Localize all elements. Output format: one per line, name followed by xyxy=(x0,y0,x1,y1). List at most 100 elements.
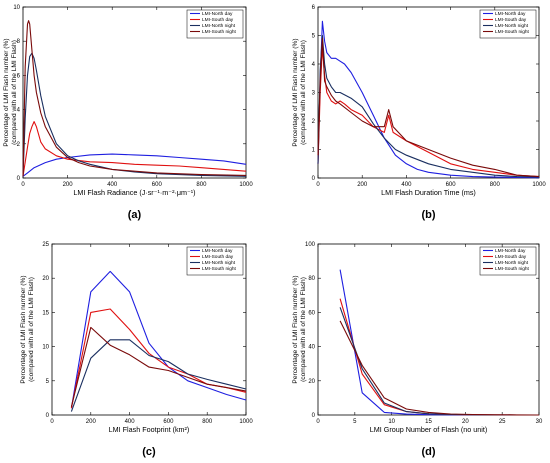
y-axis-label: Percentage of LMI Flash number (%) xyxy=(20,275,27,383)
chart-panel-3: 0 200 400 600 800 1000 0 5 10 15 20 25 LMI-North day… xyxy=(20,242,253,458)
x-tick-label: 25 xyxy=(499,419,506,425)
x-tick-label: 0 xyxy=(316,419,320,425)
x-axis-label: LMI Flash Radiance (J·sr⁻¹·m⁻²·μm⁻¹) xyxy=(73,188,195,197)
legend-label: LMI-North night xyxy=(495,260,529,266)
y-tick-label: 20 xyxy=(308,379,315,385)
panel-label: (a) xyxy=(128,209,142,221)
x-axis-label: LMI Flash Duration Time (ms) xyxy=(381,188,476,197)
y-tick-label: 4 xyxy=(17,108,21,114)
series-line-1 xyxy=(317,20,540,179)
y-tick-label: 80 xyxy=(308,276,315,282)
legend-box xyxy=(186,9,244,39)
legend-label: LMI-North night xyxy=(202,23,236,29)
y-axis-label: (compared with all of the LMI Flash) xyxy=(300,277,307,382)
x-tick-label: 1000 xyxy=(532,182,546,188)
panel-label: (b) xyxy=(421,209,435,221)
x-tick-label: 1000 xyxy=(239,182,253,188)
series-line-4 xyxy=(22,20,247,177)
legend-box xyxy=(479,9,537,39)
x-tick-label: 0 xyxy=(50,419,54,425)
legend-label: LMI-South night xyxy=(495,266,530,272)
series-line-4 xyxy=(339,320,540,416)
y-axis-label: Percentage of LMI Flash number (%) xyxy=(3,38,10,146)
x-tick-label: 200 xyxy=(357,182,368,188)
legend-label: LMI-South night xyxy=(495,29,530,35)
y-tick-label: 3 xyxy=(312,91,316,97)
legend-label: LMI-North day xyxy=(495,248,526,254)
series-line-3 xyxy=(22,52,247,177)
y-tick-label: 8 xyxy=(17,39,21,45)
legend-label: LMI-South day xyxy=(495,254,527,260)
y-axis-label: Percentage of LMI Flash number (%) xyxy=(292,275,299,383)
legend-label: LMI-South night xyxy=(202,266,237,272)
y-tick-label: 2 xyxy=(312,119,316,125)
legend-box xyxy=(186,246,244,276)
y-tick-label: 40 xyxy=(308,345,315,351)
y-tick-label: 5 xyxy=(312,34,316,40)
y-axis-label: (compared with all of the LMI Flash) xyxy=(28,277,35,382)
y-tick-label: 0 xyxy=(46,413,50,419)
x-axis-label: LMI Group Number of Flash (no unit) xyxy=(370,425,487,434)
x-tick-label: 400 xyxy=(107,182,118,188)
x-tick-label: 15 xyxy=(425,419,432,425)
legend-box xyxy=(479,246,537,276)
y-axis-label: (compared with all of the LMI Flash) xyxy=(300,40,307,145)
series-line-1 xyxy=(22,153,247,177)
series-line-3 xyxy=(70,339,247,412)
y-tick-label: 60 xyxy=(308,310,315,316)
y-axis-label: (compared with all of the LMI Flash) xyxy=(11,40,18,145)
x-tick-label: 5 xyxy=(353,419,357,425)
x-tick-label: 600 xyxy=(163,419,174,425)
y-axis-label: Percentage of LMI Flash number (%) xyxy=(292,38,299,146)
x-tick-label: 0 xyxy=(21,182,25,188)
y-tick-label: 6 xyxy=(312,5,316,11)
legend-label: LMI-North day xyxy=(202,248,233,254)
x-tick-label: 200 xyxy=(63,182,74,188)
x-tick-label: 400 xyxy=(125,419,136,425)
legend-label: LMI-South day xyxy=(495,17,527,23)
y-tick-label: 2 xyxy=(17,142,21,148)
series-line-4 xyxy=(70,326,247,407)
legend-label: LMI-South day xyxy=(202,254,234,260)
y-tick-label: 10 xyxy=(42,345,49,351)
x-tick-label: 200 xyxy=(86,419,97,425)
x-tick-label: 10 xyxy=(388,419,395,425)
panel-label: (c) xyxy=(142,446,156,458)
x-tick-label: 600 xyxy=(152,182,163,188)
x-tick-label: 0 xyxy=(316,182,320,188)
y-tick-label: 5 xyxy=(46,379,50,385)
y-tick-label: 20 xyxy=(42,276,49,282)
series-line-4 xyxy=(317,37,540,178)
y-tick-label: 100 xyxy=(305,242,316,248)
x-tick-label: 800 xyxy=(490,182,501,188)
y-tick-label: 1 xyxy=(312,148,316,154)
x-tick-label: 600 xyxy=(446,182,457,188)
y-tick-label: 0 xyxy=(312,176,316,182)
legend-label: LMI-North day xyxy=(495,11,526,17)
y-tick-label: 10 xyxy=(13,5,20,11)
x-tick-label: 20 xyxy=(462,419,469,425)
x-tick-label: 800 xyxy=(196,182,207,188)
x-tick-label: 30 xyxy=(536,419,543,425)
y-tick-label: 6 xyxy=(17,73,21,79)
legend-label: LMI-North night xyxy=(202,260,236,266)
legend-label: LMI-South night xyxy=(202,29,237,35)
y-tick-label: 4 xyxy=(312,62,316,68)
legend-label: LMI-North day xyxy=(202,11,233,17)
series-line-2 xyxy=(22,121,247,177)
y-tick-label: 15 xyxy=(42,310,49,316)
y-tick-label: 25 xyxy=(42,242,49,248)
x-tick-label: 800 xyxy=(202,419,213,425)
series-line-1 xyxy=(70,270,247,409)
legend-label: LMI-South day xyxy=(202,17,234,23)
y-tick-label: 0 xyxy=(17,176,21,182)
series-line-3 xyxy=(317,34,540,178)
x-axis-label: LMI Flash Footprint (km²) xyxy=(109,425,190,434)
x-tick-label: 1000 xyxy=(239,419,253,425)
y-tick-label: 0 xyxy=(312,413,316,419)
panel-label: (d) xyxy=(421,446,435,458)
